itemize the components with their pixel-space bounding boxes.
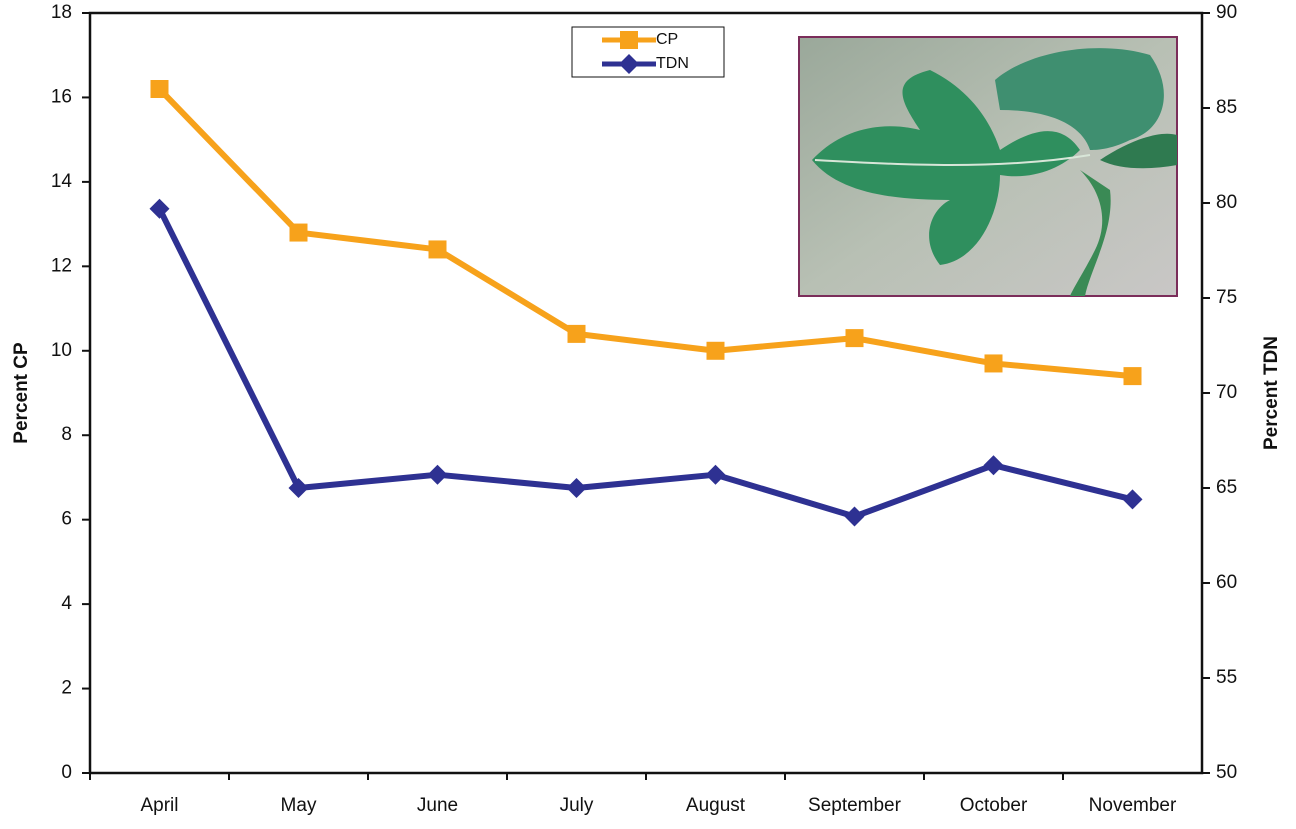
- series-line: [156, 207, 1134, 520]
- x-tick-label: July: [560, 795, 594, 816]
- y-tick-label: 10: [51, 340, 72, 361]
- legend-box: [571, 26, 725, 78]
- y2-tick-label: 80: [1216, 192, 1237, 213]
- x-tick-label: September: [808, 795, 902, 816]
- marker: [845, 329, 864, 348]
- y-tick-label: 12: [51, 255, 72, 276]
- marker: [619, 54, 639, 74]
- y2-tick-label: 65: [1216, 477, 1237, 498]
- legend-label: CP: [656, 31, 678, 48]
- y2-tick-label: 50: [1216, 762, 1237, 783]
- y-tick-label: 6: [61, 509, 72, 530]
- y-tick-label: 18: [51, 2, 72, 23]
- y-tick-label: 4: [61, 593, 72, 614]
- y2-tick-label: 90: [1216, 2, 1237, 23]
- y2-tick-label: 55: [1216, 667, 1237, 688]
- y2-tick-label: 60: [1216, 572, 1237, 593]
- y-tick-label: 14: [51, 171, 73, 192]
- marker: [1123, 367, 1142, 386]
- y-tick-label: 16: [51, 86, 72, 107]
- legend-label: TDN: [656, 55, 689, 72]
- marker: [289, 223, 308, 242]
- x-tick-label: May: [281, 795, 317, 816]
- x-tick-label: October: [960, 795, 1028, 816]
- photo-inset: [798, 36, 1178, 297]
- marker: [288, 478, 309, 498]
- marker: [620, 31, 638, 49]
- y2-tick-label: 70: [1216, 382, 1237, 403]
- y2-tick-label: 85: [1216, 97, 1237, 118]
- y2-tick-label: 75: [1216, 287, 1237, 308]
- legend: CP TDN: [571, 26, 725, 78]
- x-tick-label: April: [140, 795, 178, 816]
- marker: [844, 506, 865, 527]
- y2-axis-title: Percent TDN: [1261, 336, 1282, 450]
- marker: [150, 80, 169, 98]
- y-tick-label: 8: [61, 424, 72, 445]
- x-tick-label: August: [686, 795, 746, 816]
- x-tick-label: November: [1089, 795, 1177, 816]
- marker: [428, 240, 447, 259]
- y-tick-label: 2: [61, 678, 72, 699]
- marker: [1122, 489, 1143, 510]
- series-line: [157, 86, 1133, 380]
- marker: [983, 455, 1004, 476]
- marker: [567, 324, 586, 343]
- marker: [705, 464, 726, 485]
- y-axis-title: Percent CP: [11, 342, 32, 444]
- marker: [984, 354, 1003, 373]
- marker: [427, 464, 448, 485]
- marker: [706, 341, 725, 360]
- x-tick-label: June: [417, 795, 458, 816]
- marker: [149, 198, 170, 219]
- y-tick-label: 0: [61, 762, 72, 783]
- marker: [566, 478, 587, 498]
